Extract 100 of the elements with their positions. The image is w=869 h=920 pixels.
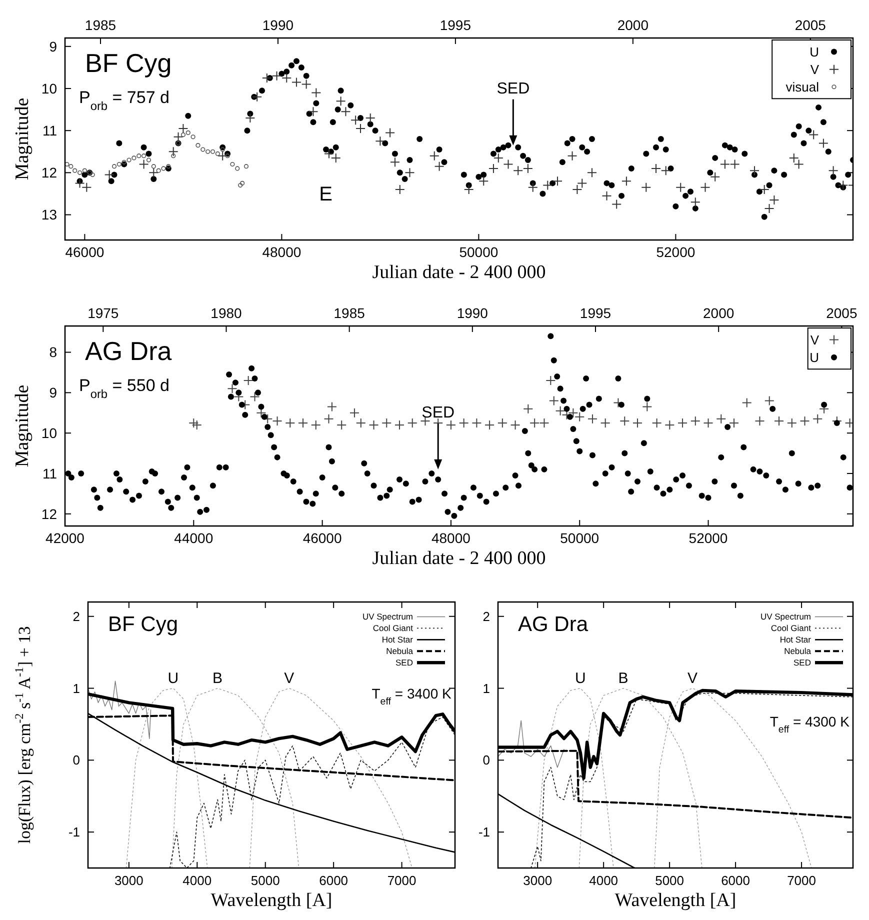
legend-label: Cool Giant [770, 623, 812, 634]
text: AG Dra [518, 613, 588, 636]
text: P$_{orb}$ = 550 d [79, 376, 170, 401]
point [132, 156, 136, 160]
x2-tick-label: 1985 [84, 17, 116, 33]
legend-label: V [810, 332, 820, 348]
x-tick-label: 46000 [65, 244, 104, 260]
legend-label: visual [786, 79, 820, 94]
annotation: E [319, 184, 332, 206]
y-tick-label: 12 [41, 506, 58, 522]
point [116, 162, 122, 167]
point [230, 162, 235, 167]
x2-tick-label: 1990 [262, 17, 294, 33]
y-tick-label: 11 [42, 465, 58, 482]
point [112, 164, 117, 169]
chart-title: BF Cyg [85, 48, 172, 78]
point [156, 168, 161, 173]
line-series [88, 680, 152, 739]
y-tick-label: 8 [49, 344, 58, 360]
legend-label: SED [794, 658, 811, 668]
y-tick-label: 1 [482, 680, 490, 696]
x2-tick-label: 2000 [617, 17, 649, 33]
y-tick-label: 10 [41, 424, 58, 441]
legend-label: Hot Star [780, 634, 812, 645]
point [72, 168, 78, 173]
x2-tick-label: 1985 [334, 305, 366, 321]
point [166, 164, 171, 169]
point [126, 158, 132, 162]
point [82, 168, 87, 173]
annotation: U [168, 670, 179, 687]
point [235, 166, 240, 171]
legend-label: SED [396, 658, 413, 668]
x2-tick-label: 1980 [210, 305, 242, 321]
annotation: T$_{eff}$ = 4300 K [770, 714, 850, 736]
point [196, 143, 200, 148]
y-tick-label: 10 [41, 80, 58, 96]
x-tick-label: 7000 [787, 873, 816, 888]
annotation: V [688, 670, 698, 687]
point [238, 182, 243, 188]
line-series [169, 716, 455, 868]
point [65, 162, 70, 167]
legend-label: V [810, 62, 820, 77]
annotation: SED [496, 80, 530, 98]
point [244, 164, 249, 169]
y-tick-label: 9 [49, 384, 58, 401]
y-tick-label: 11 [42, 122, 58, 138]
point [161, 166, 166, 171]
x2-tick-label: 2005 [826, 305, 858, 321]
legend-label: U [810, 350, 819, 365]
y-tick-label: 2 [482, 608, 490, 624]
point [90, 172, 95, 178]
y-tick-label: 0 [482, 752, 490, 768]
legend-label: UV Spectrum [760, 612, 811, 622]
line-series [530, 692, 853, 868]
x-tick-label: 50000 [459, 244, 498, 260]
line-series [498, 720, 564, 768]
point [146, 158, 152, 162]
point [151, 164, 156, 169]
point [210, 149, 216, 154]
x-tick-label: 5000 [250, 873, 280, 888]
annotation: B [212, 670, 223, 687]
x-tick-label: 46000 [302, 530, 342, 546]
legend-label: UV Spectrum [362, 612, 413, 622]
x-tick-label: 6000 [319, 873, 348, 888]
legend-label: Nebula [784, 646, 812, 656]
legend-label: U [810, 44, 819, 60]
x-tick-label: 44000 [174, 530, 214, 546]
point [136, 154, 142, 158]
point [142, 154, 146, 158]
y-tick-label: -1 [68, 824, 80, 840]
y-axis-title: Magnitude [12, 98, 33, 180]
x2-tick-label: 1995 [440, 17, 472, 33]
x-axis-title: Wavelength [A] [614, 890, 736, 911]
annotation: B [618, 670, 628, 687]
x2-tick-label: 2000 [703, 305, 734, 321]
y-tick-label: 9 [49, 38, 58, 54]
x2-tick-label: 1990 [456, 305, 488, 321]
y-axis-title: Magnitude [12, 384, 33, 468]
point [220, 147, 225, 152]
x2-tick-label: 1995 [580, 305, 612, 321]
x-axis-title: Julian date - 2 400 000 [372, 548, 546, 569]
point [215, 151, 220, 156]
y-tick-label: 2 [72, 608, 80, 624]
x-axis-title: Wavelength [A] [210, 890, 332, 911]
text: P$_{orb}$ = 757 d [79, 88, 170, 113]
legend-label: Hot Star [382, 634, 414, 645]
x-tick-label: 3000 [114, 873, 144, 888]
point [171, 154, 176, 158]
y-tick-label: 0 [72, 752, 80, 768]
y-tick-label: 13 [41, 206, 58, 223]
x-tick-label: 48000 [431, 530, 471, 546]
legend-label: Nebula [386, 646, 414, 656]
text: BF Cyg [108, 613, 178, 636]
x-tick-label: 4000 [589, 873, 618, 888]
chart-title: AG Dra [85, 336, 172, 366]
y-tick-label: 1 [72, 680, 80, 696]
x-tick-label: 52000 [656, 244, 696, 260]
legend-label: Cool Giant [372, 623, 414, 634]
x-tick-label: 7000 [387, 873, 416, 888]
point [190, 134, 196, 140]
